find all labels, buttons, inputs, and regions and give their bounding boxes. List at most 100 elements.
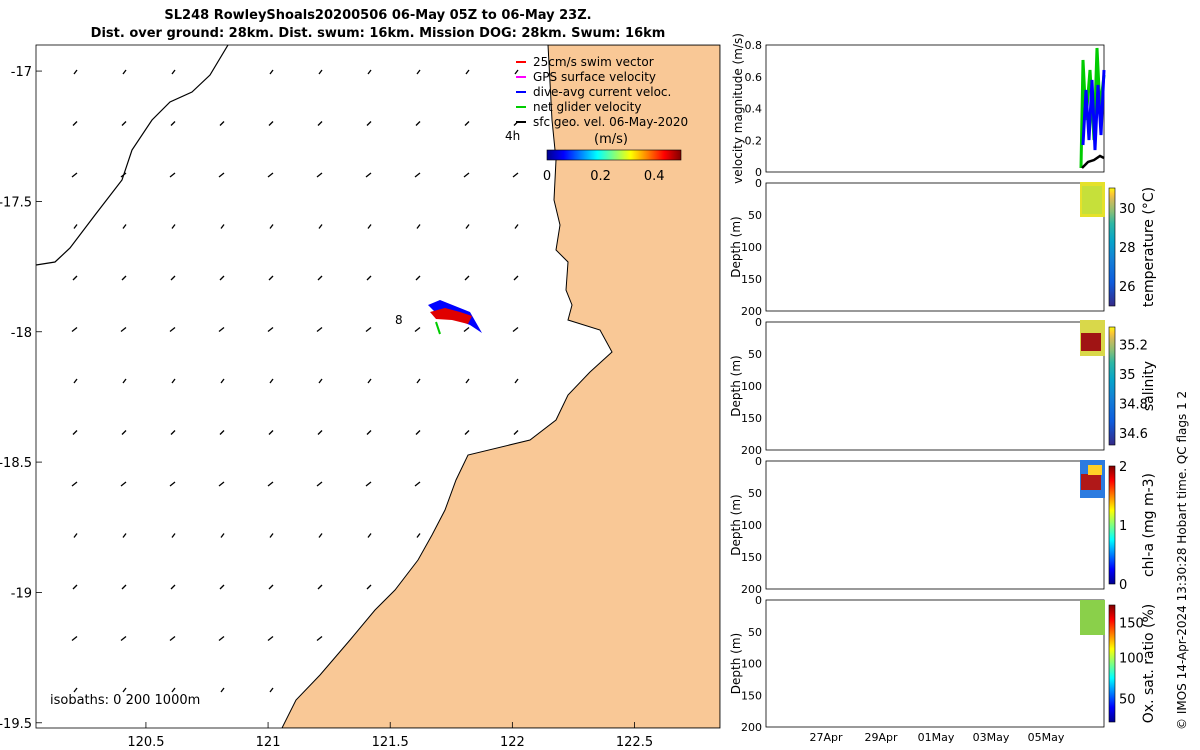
temperature-colorbar (1108, 187, 1116, 307)
time-x-tick: 29Apr (864, 731, 898, 744)
dive-avg-velocity-line (1081, 69, 1106, 151)
current-arrow (218, 481, 225, 487)
current-arrow (267, 326, 274, 333)
chla-cbar-tick: 2 (1119, 460, 1127, 475)
current-arrow (220, 224, 225, 229)
current-arrow (367, 533, 372, 538)
temperature-cbar-tick: 30 (1119, 202, 1136, 217)
current-arrow (318, 224, 323, 229)
chla-cbar-tick: 1 (1119, 519, 1127, 534)
legend-entry: dive-avg current veloc. (533, 85, 671, 99)
chla-profile-patch-high (1081, 474, 1101, 490)
legend-entry: net glider velocity (533, 100, 641, 114)
oxygen-y-tick: 50 (748, 626, 762, 639)
current-arrow (269, 687, 274, 693)
current-arrow (269, 69, 274, 75)
current-arrow (120, 635, 127, 642)
surface-velocity-line (1081, 154, 1105, 169)
current-arrow (269, 224, 274, 229)
swim-vector-track (430, 308, 472, 324)
temperature-y-tick: 100 (741, 241, 762, 254)
current-arrow (415, 121, 421, 126)
temperature-cbar-label: temperature (°C) (1141, 187, 1157, 307)
temperature-y-tick: 50 (748, 209, 762, 222)
velocity-y-label: velocity magnitude (m/s) (731, 33, 745, 184)
current-arrow (73, 533, 78, 538)
chla-cbar-label: chl-a (mg m-3) (1141, 473, 1157, 577)
oxygen-cbar-label: Ox. sat. ratio (%) (1141, 604, 1157, 723)
current-arrow (514, 69, 519, 75)
current-arrow (365, 326, 372, 333)
velocity-y-tick: 0 (755, 166, 762, 179)
current-arrow (414, 326, 421, 333)
glider-track (428, 300, 482, 335)
current-arrow (169, 481, 176, 487)
current-arrow (170, 275, 176, 281)
current-arrow (367, 378, 372, 384)
current-arrow (464, 121, 470, 126)
current-arrow (72, 121, 78, 126)
current-arrow (416, 69, 421, 75)
current-arrow (219, 275, 225, 281)
coastline-northwest (36, 45, 229, 266)
current-arrow (219, 121, 225, 126)
salinity-y-tick: 200 (741, 444, 762, 457)
current-arrow (170, 121, 176, 126)
current-arrow (513, 275, 519, 281)
current-arrow (269, 533, 274, 538)
current-arrow (366, 430, 372, 435)
current-arrow (122, 69, 127, 75)
velocity-panel (765, 44, 1105, 173)
map-y-tick-label: -19 (11, 586, 32, 601)
salinity-cbar-label: salinity (1141, 361, 1157, 411)
time-x-tick: 03May (973, 731, 1010, 744)
chla-cbar-tick: 0 (1119, 578, 1127, 593)
current-arrow (171, 533, 176, 538)
current-arrow (465, 378, 470, 384)
chla-y-tick: 150 (741, 551, 762, 564)
legend-entry: sfc geo. vel. 06-May-2020 (533, 115, 688, 129)
temperature-y-label: Depth (m) (729, 216, 743, 277)
current-arrow (513, 430, 519, 435)
current-arrow (365, 481, 372, 487)
current-arrow (170, 430, 176, 435)
temperature-cbar-tick: 28 (1119, 241, 1136, 256)
current-arrow (71, 635, 78, 642)
oxygen-y-tick: 0 (755, 594, 762, 607)
map-y-ticks: -17 -17.5 -18 -18.5 -19 -19.5 (0, 65, 42, 732)
current-arrow (73, 224, 78, 229)
current-arrow (512, 172, 519, 178)
current-arrow (463, 172, 470, 178)
current-arrow (463, 326, 470, 333)
current-arrow (169, 172, 176, 178)
current-arrow (465, 69, 470, 75)
current-arrow (317, 584, 323, 590)
colorbar-tick-label: 0.2 (590, 169, 611, 184)
land-mass (281, 45, 720, 728)
current-arrow (267, 481, 274, 487)
time-x-tick: 01May (918, 731, 955, 744)
current-arrow (171, 224, 176, 229)
current-arrow (122, 533, 127, 538)
current-arrow (316, 635, 323, 642)
current-arrow (169, 635, 176, 642)
temperature-y-tick: 200 (741, 305, 762, 318)
current-arrow (268, 275, 274, 281)
current-arrow (416, 533, 421, 538)
current-arrow (269, 378, 274, 384)
temperature-y-tick: 0 (755, 177, 762, 190)
map-x-tick-label: 121 (256, 735, 281, 750)
map-y-tick-label: -18 (11, 326, 32, 341)
current-arrow (512, 326, 519, 333)
salinity-cbar-tick: 35 (1119, 368, 1136, 383)
net-glider-velocity-track (435, 321, 441, 335)
current-arrow (366, 121, 372, 126)
current-arrow (367, 224, 372, 229)
current-arrow (366, 584, 372, 590)
current-arrow (122, 378, 127, 384)
oxygen-colorbar (1108, 604, 1116, 723)
map-axes: 120.5 121 121.5 122 122.5 -17-17.5-18-18.5-1… (0, 44, 721, 750)
chla-y-tick: 0 (755, 455, 762, 468)
oxygen-y-tick: 100 (741, 658, 762, 671)
